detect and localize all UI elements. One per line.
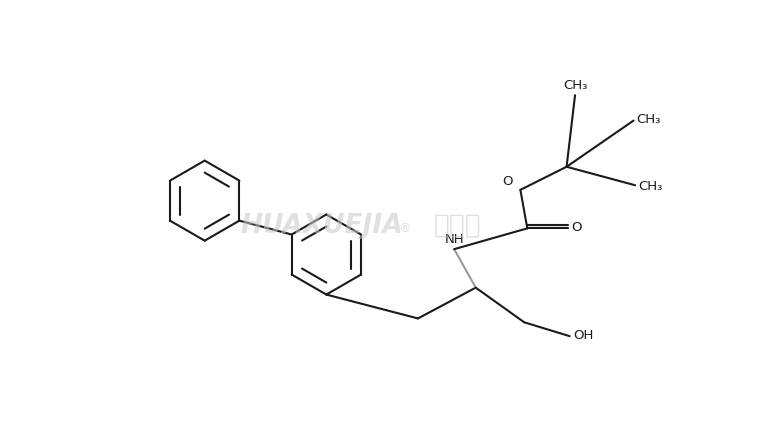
Text: O: O (503, 175, 513, 187)
Text: CH₃: CH₃ (638, 180, 662, 193)
Text: O: O (571, 221, 582, 234)
Text: CH₃: CH₃ (563, 79, 587, 92)
Text: ®: ® (398, 222, 411, 235)
Text: HUAXUEJIA: HUAXUEJIA (240, 213, 403, 239)
Text: 化学加: 化学加 (434, 213, 482, 239)
Text: CH₃: CH₃ (637, 113, 661, 125)
Text: OH: OH (573, 329, 593, 342)
Text: NH: NH (445, 233, 465, 246)
